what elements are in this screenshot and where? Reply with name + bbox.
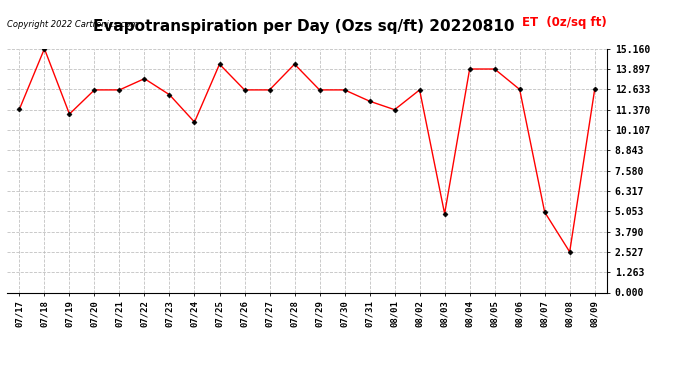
Text: Evapotranspiration per Day (Ozs sq/ft) 20220810: Evapotranspiration per Day (Ozs sq/ft) 2…	[93, 19, 514, 34]
Text: ET  (0z/sq ft): ET (0z/sq ft)	[522, 16, 607, 29]
Text: Copyright 2022 Cartronics.com: Copyright 2022 Cartronics.com	[7, 20, 138, 29]
